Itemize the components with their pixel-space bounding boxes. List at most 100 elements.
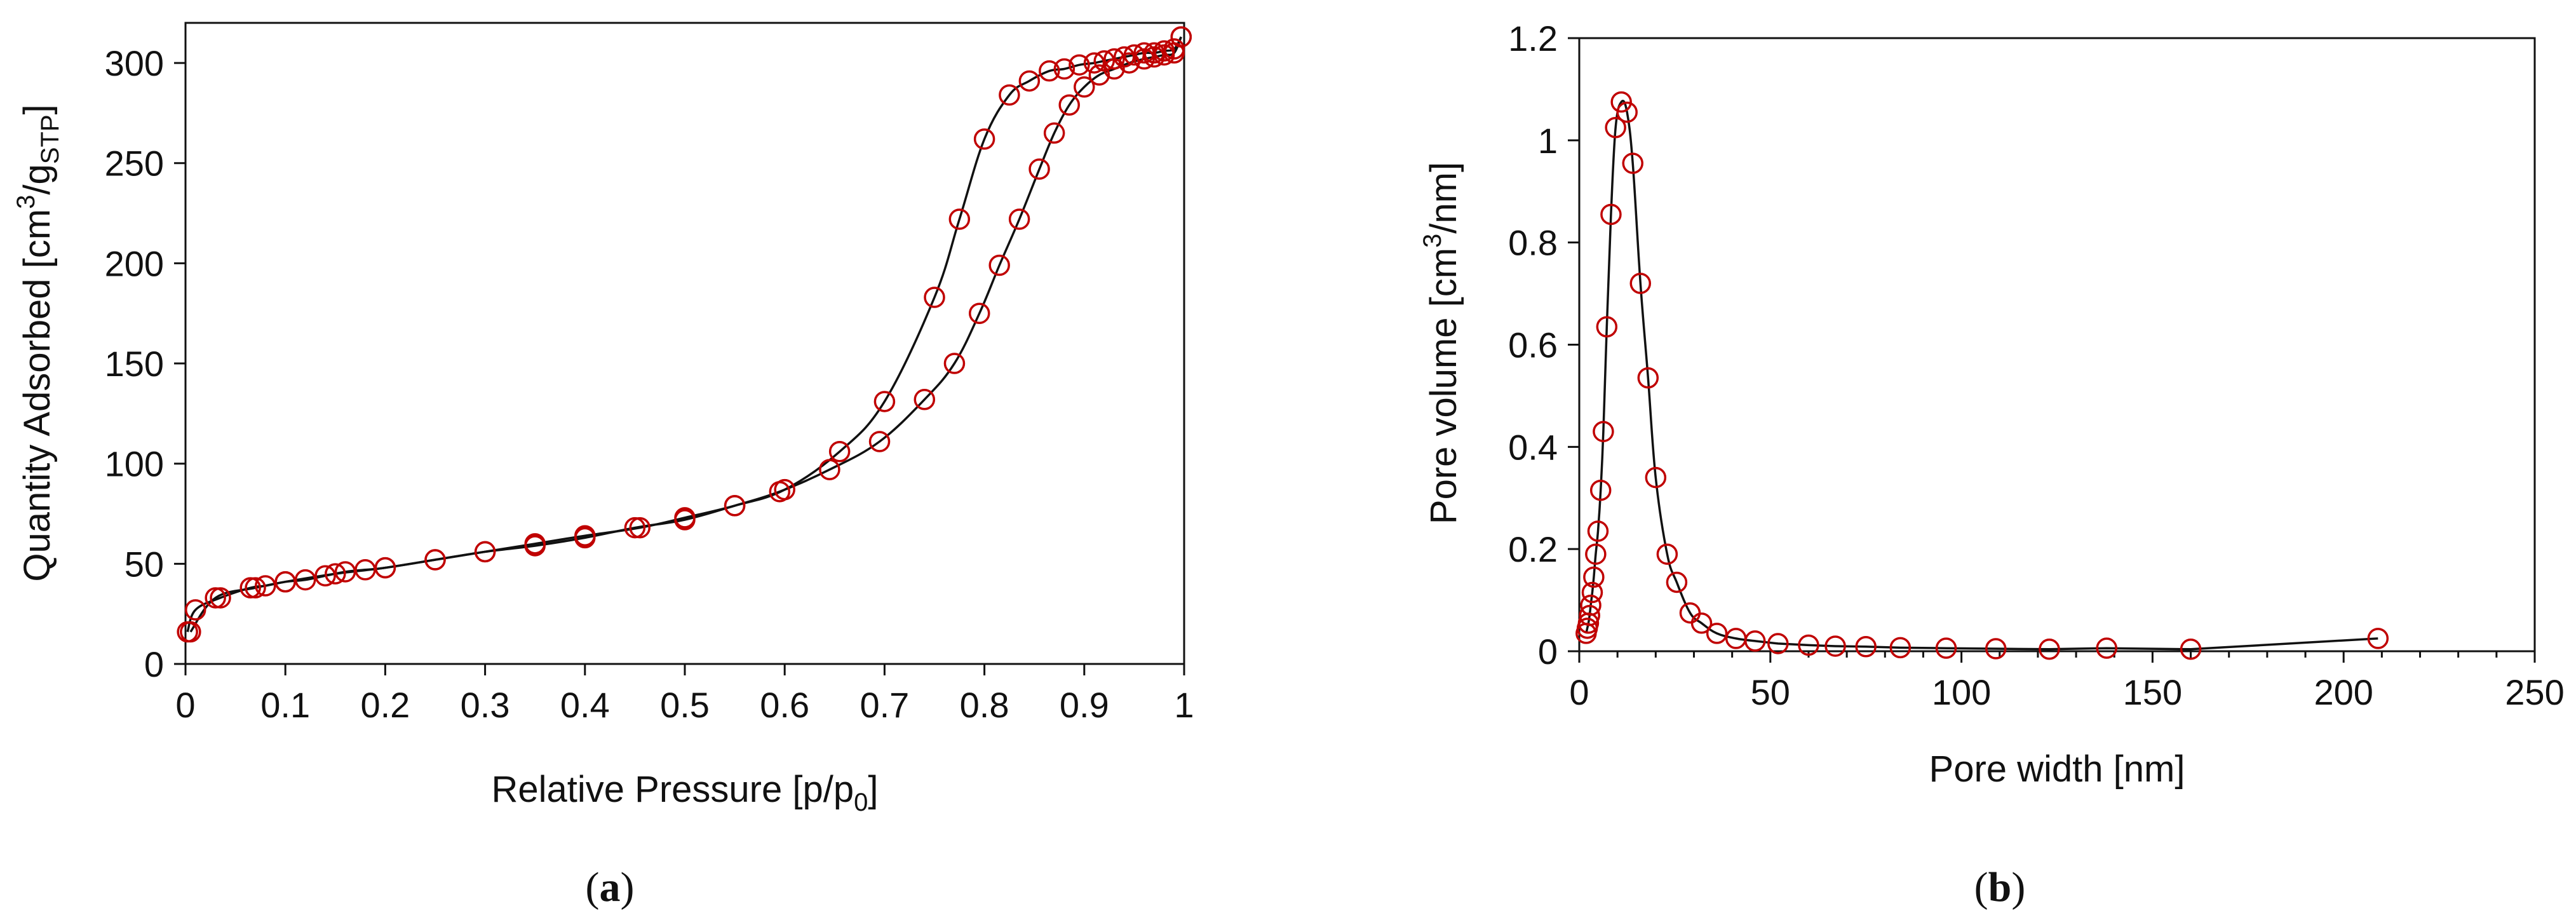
panel-a-data-point [1133,42,1155,64]
panel-a-data-point [1088,64,1110,86]
panel-a-data-point [828,441,851,463]
panel-a-y-tick-label: 300 [105,43,164,83]
panel-a-x-tick-labels: 0 0.1 0.2 0.3 0.4 0.5 0.6 0.7 0.8 0.9 1 [175,685,1194,725]
panel-b-x-tick-labels: 0 50 100 150 200 250 [1569,672,2564,712]
panel-a-data-point [524,533,546,555]
panel-a-data-point [924,287,945,308]
panel-b-y-tick-label: 1 [1538,121,1558,161]
panel-a-data-point [210,587,231,609]
panel-b-data-point [1585,543,1607,565]
panel-b-data-point [1610,91,1632,113]
panel-a-data-point [1069,54,1090,76]
panel-b-data-point [2096,637,2117,659]
panel-a-y-tick-label: 50 [125,544,164,584]
panel-a-tick-marks [174,62,1185,675]
panel-a-data-point [255,575,276,597]
panel-b-data-point [1744,630,1766,652]
panel-a-x-tick-label: 0.5 [660,685,710,725]
panel-a-data-point [999,84,1020,106]
panel-b-series-line-0 [1585,100,2378,651]
panel-a-data-point [1053,58,1076,80]
panel-a-curves [186,36,1182,633]
panel-b-x-tick-label: 0 [1569,672,1589,712]
panel-a-adsorption-isotherm: 0 0.1 0.2 0.3 0.4 0.5 0.6 0.7 0.8 0.9 1 0 50 100 150 2… [12,22,1194,910]
panel-a-data-point [1008,208,1030,230]
panel-b-data-point [1985,638,2007,660]
panel-a-data-point [1039,60,1060,82]
panel-a-x-tick-label: 0.4 [560,685,610,725]
panel-b-data-point [1629,273,1652,294]
panel-b-data-point [1583,566,1605,588]
panel-a-y-tick-labels: 0 50 100 150 200 250 300 [105,43,164,684]
panel-a-x-tick-label: 0.3 [461,685,510,725]
panel-b-data-point [1580,594,1602,616]
panel-b-x-tick-label: 50 [1751,672,1790,712]
panel-b-x-tick-label: 250 [2505,672,2564,712]
panel-a-data-point [574,525,596,546]
panel-a-data-point [184,599,206,621]
panel-a-data-point [819,459,840,480]
panel-a-data-point [245,577,266,599]
panel-a-markers [177,26,1192,643]
panel-b-curves [1585,100,2378,651]
panel-a-data-point [1018,70,1041,92]
panel-b-plot-frame [1578,37,2536,653]
panel-b-label: (b) [1974,864,2026,910]
panel-a-data-point [1043,122,1065,144]
panel-b-data-point [1579,604,1600,626]
panel-a-data-point [868,431,891,452]
panel-a-x-tick-label: 0.8 [960,685,1009,725]
panel-b-data-point [1616,101,1638,123]
panel-a-series-line-0 [186,36,1182,633]
panel-a-data-point [873,391,896,412]
panel-b-y-tick-labels: 0 0.2 0.4 0.6 0.8 1 1.2 [1508,18,1558,672]
panel-b-x-tick-label: 100 [1932,672,1991,712]
panel-a-x-tick-label: 0.7 [860,685,909,725]
panel-a-data-point [424,549,446,571]
panel-b-data-point [2039,639,2060,660]
panel-a-x-tick-label: 0 [175,685,195,725]
panel-a-data-point [1058,94,1080,116]
panel-b-data-point [1656,543,1678,565]
panel-a-label: (a) [586,864,635,910]
panel-a-data-point [180,621,201,643]
panel-b-x-tick-label: 200 [2314,672,2373,712]
panel-b-data-point [1637,367,1659,389]
panel-a-y-tick-label: 100 [105,444,164,484]
panel-b-y-tick-label: 0.4 [1508,427,1558,467]
panel-b-y-tick-label: 0.8 [1508,223,1558,263]
panel-a-x-tick-label: 0.6 [760,685,809,725]
panel-a-data-point [629,517,651,539]
panel-a-x-tick-label: 0.2 [360,685,410,725]
panel-a-y-tick-label: 250 [105,144,164,184]
panel-a-data-point [1103,48,1125,70]
panel-b-data-point [1690,612,1713,634]
panel-a-data-point [724,495,746,517]
panel-a-x-tick-label: 1 [1174,685,1194,725]
panel-a-data-point [1028,158,1050,180]
panel-b-data-point [2180,639,2202,660]
panel-b-data-point [2367,628,2389,649]
panel-a-data-point [1074,76,1095,98]
panel-a-data-point [1123,44,1145,66]
panel-a-y-tick-label: 150 [105,344,164,384]
panel-a-data-point [1113,46,1135,68]
panel-a-data-point [988,254,1010,276]
panel-a-y-axis-title: Quantity Adsorbed [cm3/gSTP] [12,104,64,581]
panel-b-tick-marks [1568,37,2536,663]
panel-b-data-point [1622,152,1643,174]
panel-b-data-point [1596,316,1618,338]
panel-a-data-point [239,577,261,599]
panel-a-data-point [943,353,966,374]
panel-a-x-tick-label: 0.1 [260,685,310,725]
panel-b-data-point [1589,479,1612,501]
panel-a-y-tick-label: 200 [105,243,164,283]
panel-a-data-point [968,302,990,324]
panel-b-x-tick-label: 150 [2123,672,2182,712]
panel-a-x-axis-title: Relative Pressure [p/p0] [492,769,879,816]
panel-a-data-point [1163,38,1185,60]
panel-a-y-tick-label: 0 [144,644,164,684]
panel-b-data-point [1855,636,1877,658]
panel-b-y-tick-label: 0 [1538,632,1558,672]
